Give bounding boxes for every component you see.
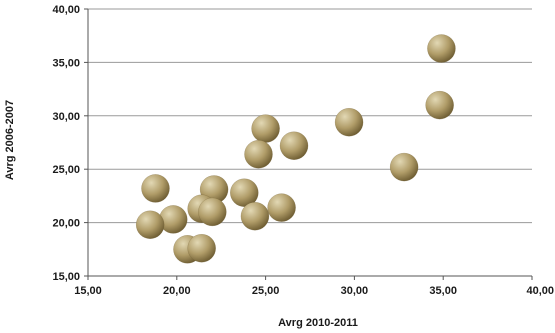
data-point	[427, 34, 456, 63]
y-tick-label: 40,00	[52, 4, 80, 16]
data-points	[135, 34, 456, 264]
x-tick-labels: 15,00 20,00 25,00 30,00 35,00 40,00	[74, 285, 554, 297]
axes	[84, 8, 533, 280]
y-tick-label: 35,00	[52, 57, 80, 69]
y-axis-title: Avrg 2006-2007	[4, 100, 16, 180]
data-point	[141, 174, 170, 203]
y-tick-labels: 15,00 20,00 25,00 30,00 35,00 40,00	[52, 4, 80, 283]
data-point	[267, 193, 296, 222]
data-point	[135, 210, 165, 239]
y-tick-label: 15,00	[52, 271, 80, 283]
x-tick-label: 15,00	[74, 285, 102, 297]
x-tick-label: 40,00	[526, 285, 554, 297]
data-point	[198, 197, 227, 227]
x-axis-title: Avrg 2010-2011	[278, 317, 358, 329]
y-tick-label: 25,00	[52, 164, 80, 176]
data-point	[425, 90, 454, 120]
data-point	[251, 114, 280, 143]
data-point	[244, 139, 273, 169]
data-point	[389, 152, 419, 182]
gridlines	[88, 8, 532, 224]
data-point	[187, 233, 216, 263]
x-tick-label: 30,00	[341, 285, 369, 297]
x-tick-label: 25,00	[252, 285, 280, 297]
data-point	[334, 107, 364, 137]
y-tick-label: 30,00	[52, 111, 80, 123]
x-tick-label: 35,00	[429, 285, 457, 297]
y-tick-label: 20,00	[52, 218, 80, 230]
x-tick-label: 20,00	[163, 285, 191, 297]
data-point	[230, 178, 259, 207]
data-point	[279, 131, 309, 160]
data-point	[240, 201, 270, 231]
